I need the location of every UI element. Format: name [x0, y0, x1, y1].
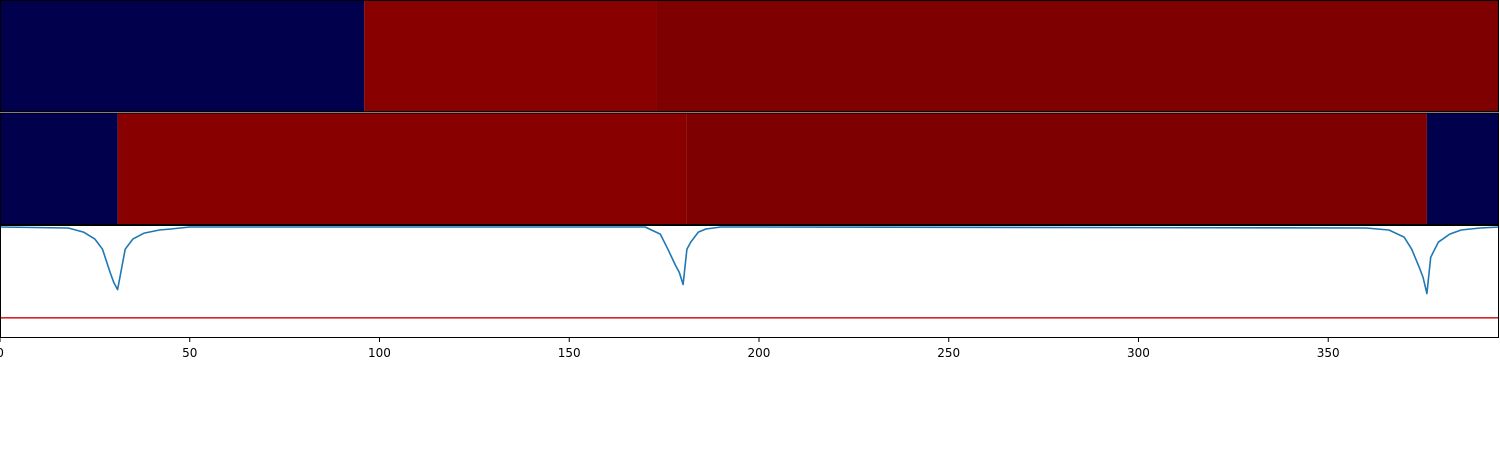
panel-frame: [0, 225, 1499, 338]
x-axis: 0 50 100 150 200 250 300 350: [0, 338, 1340, 360]
heatmap-panel-middle: [0, 112, 1499, 225]
x-tick-label: 100: [368, 346, 391, 360]
x-tick-label: 300: [1127, 346, 1150, 360]
x-tick-label: 150: [558, 346, 581, 360]
panel-frame: [0, 0, 1499, 112]
x-tick-label: 0: [0, 346, 4, 360]
signal-lines: [0, 226, 1499, 319]
signal-series-line: [0, 226, 1499, 295]
heatmap-cell-2: [117, 112, 687, 225]
heatmap-cell-1: [0, 112, 118, 225]
panel-frame: [0, 112, 1499, 225]
heatmap-cell-1: [0, 0, 365, 112]
x-tick-label: 200: [748, 346, 771, 360]
heatmap-cell-3: [656, 0, 1499, 112]
x-tick-label: 350: [1317, 346, 1340, 360]
signal-panel: [0, 225, 1499, 338]
x-tick-label: 50: [182, 346, 197, 360]
heatmap-cell-2: [364, 0, 657, 112]
heatmap-panel-top: [0, 0, 1499, 112]
x-tick-label: 250: [937, 346, 960, 360]
heatmap-cell-4: [1426, 112, 1499, 225]
heatmap-cell-3: [686, 112, 1427, 225]
